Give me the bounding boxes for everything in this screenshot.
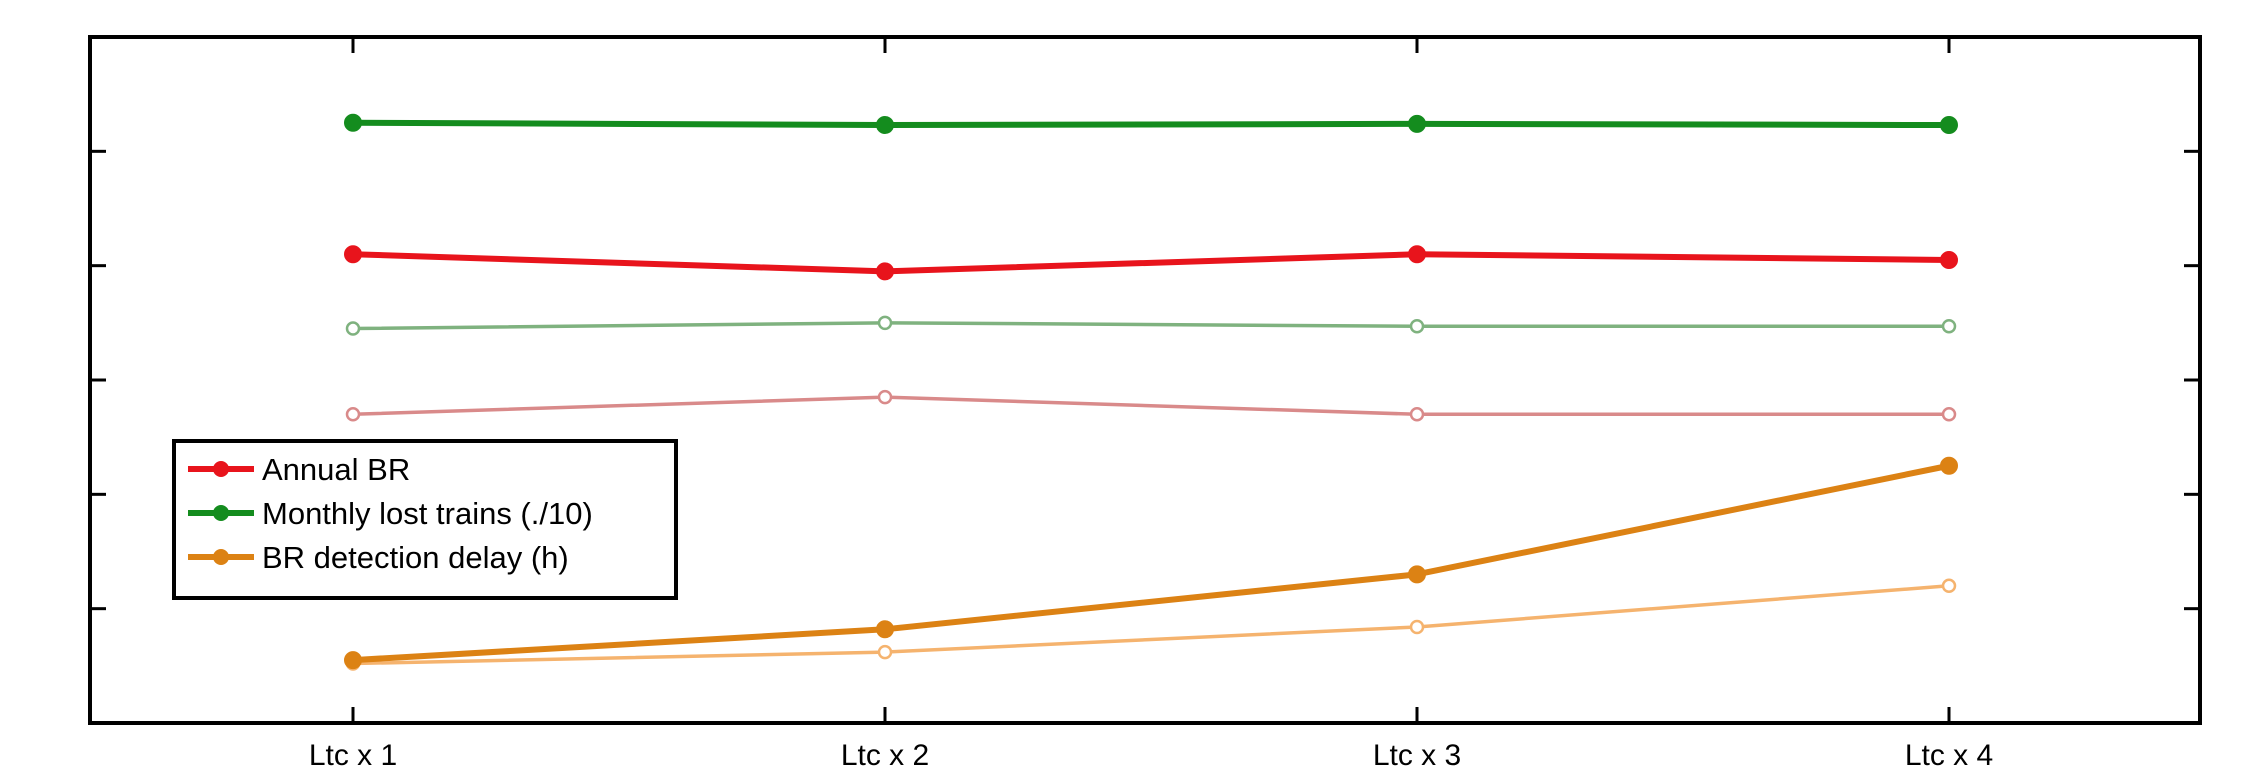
plot-frame [88,35,2202,725]
point-reference-series-6-4 [1941,578,1957,594]
x-tick-labels: Ltc x 1 Ltc x 2 Ltc x 3 Ltc x 4 [309,739,1993,769]
line-reference-series-4 [352,395,1949,417]
x-tick-label-4: Ltc x 4 [1905,739,1993,769]
point-br-detection-delay-h-2 [876,620,894,639]
point-monthly-lost-trains-10-2 [876,116,894,135]
point-reference-series-5-2 [877,315,893,331]
point-annual-br-4 [1940,250,1958,269]
point-monthly-lost-trains-10-4 [1940,116,1958,135]
line-br-detection-delay-h [352,462,1950,664]
point-monthly-lost-trains-10-3 [1408,114,1426,133]
point-reference-series-4-4 [1941,407,1957,422]
point-annual-br-2 [876,262,894,281]
legend-box [172,439,678,600]
legend-swatch-marker-3 [213,549,229,565]
point-reference-series-5-1 [345,321,361,336]
point-br-detection-delay-h-4 [1940,456,1958,475]
line-reference-series-5 [352,321,1949,331]
tick-layer [90,37,2200,723]
point-reference-series-4-2 [877,389,893,405]
point-br-detection-delay-h-3 [1408,565,1426,584]
point-annual-br-1 [344,245,362,264]
point-reference-series-6-2 [877,644,893,660]
series-reference-series-4 [345,389,1957,422]
series-layer [344,113,1958,671]
point-annual-br-3 [1408,245,1426,264]
legend-label-2: Monthly lost trains (./10) [262,496,593,531]
legend: Annual BR Monthly lost trains (./10) BR de… [172,439,678,600]
point-reference-series-5-4 [1941,319,1957,334]
series-reference-series-5 [345,315,1957,336]
point-reference-series-6-3 [1409,619,1425,635]
line-monthly-lost-trains-10 [352,119,1950,129]
legend-swatch-marker-2 [213,505,229,521]
legend-label-3: BR detection delay (h) [262,540,569,575]
point-reference-series-5-3 [1409,319,1425,334]
line-annual-br [352,251,1950,275]
legend-label-1: Annual BR [262,452,410,487]
x-tick-label-1: Ltc x 1 [309,739,397,769]
point-monthly-lost-trains-10-1 [344,113,362,132]
series-monthly-lost-trains-10 [344,113,1958,135]
series-br-detection-delay-h [344,456,1958,670]
line-reference-series-6 [352,584,1950,666]
point-reference-series-4-1 [345,407,361,422]
point-reference-series-4-3 [1409,407,1425,422]
series-annual-br [344,245,1958,281]
legend-swatch-marker-1 [213,461,229,477]
x-tick-label-2: Ltc x 2 [841,739,929,769]
x-tick-label-3: Ltc x 3 [1373,739,1461,769]
point-br-detection-delay-h-1 [344,651,362,670]
